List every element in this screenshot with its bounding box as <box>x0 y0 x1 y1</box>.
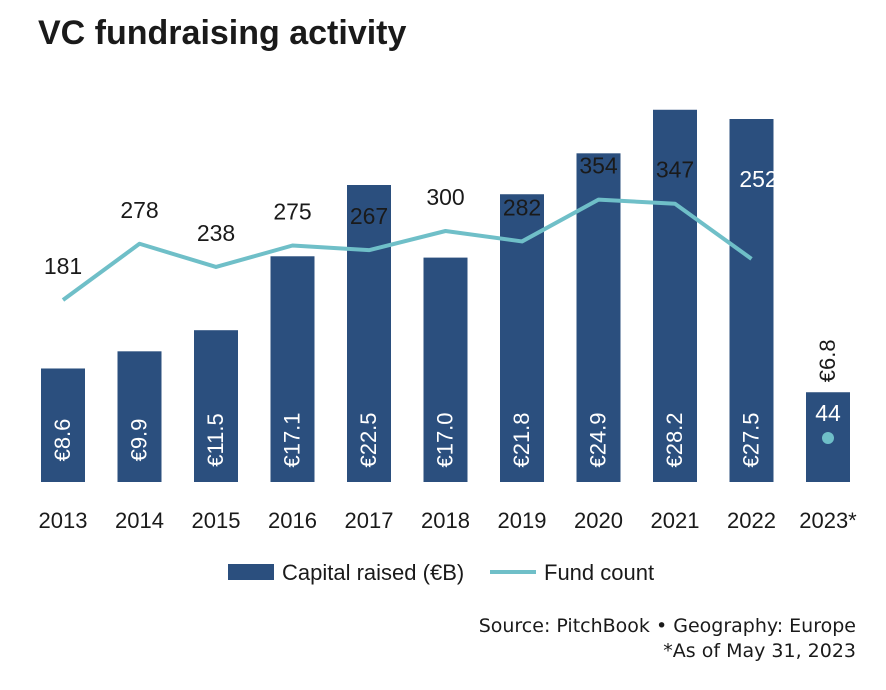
x-tick-2014: 2014 <box>115 508 164 533</box>
bar-label-2017: €22.5 <box>356 412 381 467</box>
fund-count-label-2022: 252 <box>739 166 777 192</box>
chart-title: VC fundraising activity <box>38 14 407 52</box>
bar-label-2023*: €6.8 <box>815 339 840 382</box>
bar-2021 <box>653 109 697 482</box>
x-tick-2016: 2016 <box>268 508 317 533</box>
bar-label-2021: €28.2 <box>662 412 687 467</box>
bar-label-2022: €27.5 <box>739 412 764 467</box>
x-tick-2022: 2022 <box>727 508 776 533</box>
bar-label-2019: €21.8 <box>509 412 534 467</box>
legend-label-fund-count: Fund count <box>544 560 654 585</box>
bar-label-2020: €24.9 <box>586 412 611 467</box>
x-tick-2013: 2013 <box>39 508 88 533</box>
bar-label-2014: €9.9 <box>127 419 152 462</box>
fund-count-point-2023 <box>822 432 834 444</box>
bar-label-2018: €17.0 <box>433 412 458 467</box>
fund-count-label-2016: 275 <box>273 199 311 225</box>
source-note: Source: PitchBook • Geography: Europe *A… <box>479 614 856 664</box>
x-tick-2018: 2018 <box>421 508 470 533</box>
bar-2022 <box>729 119 774 482</box>
x-tick-2019: 2019 <box>498 508 547 533</box>
x-tick-2021: 2021 <box>651 508 700 533</box>
bar-label-2015: €11.5 <box>203 413 228 466</box>
chart-canvas: €8.6 €9.9 €11.5 €17.1 €22.5 €17.0 €21.8 €24.9 €2… <box>39 109 857 585</box>
fund-count-label-2014: 278 <box>120 197 158 223</box>
bar-label-2013: €8.6 <box>50 419 75 462</box>
fund-count-line <box>61 197 753 302</box>
fund-count-label-2020: 354 <box>579 153 618 179</box>
fund-count-label-2018: 300 <box>426 184 464 210</box>
x-tick-2015: 2015 <box>192 508 241 533</box>
fund-count-label-2023*: 44 <box>815 400 841 426</box>
fund-count-label-2019: 282 <box>503 194 541 220</box>
legend-swatch-capital <box>228 564 274 580</box>
bar-2017 <box>347 185 391 482</box>
bar-label-2016: €17.1 <box>280 412 305 467</box>
legend-label-capital: Capital raised (€B) <box>282 560 464 585</box>
bar-2015 <box>194 330 238 482</box>
x-tick-2020: 2020 <box>574 508 623 533</box>
fund-count-label-2013: 181 <box>44 253 82 279</box>
bar-2014 <box>117 351 162 482</box>
bar-2016 <box>270 256 315 482</box>
footnote-line: *As of May 31, 2023 <box>663 640 856 662</box>
fund-count-label-2017: 267 <box>350 203 388 229</box>
bar-2018 <box>423 257 468 482</box>
fund-count-label-2021: 347 <box>656 157 694 183</box>
x-tick-2017: 2017 <box>345 508 394 533</box>
x-tick-2023*: 2023* <box>799 508 857 533</box>
source-line: Source: PitchBook • Geography: Europe <box>478 615 856 637</box>
fund-count-label-2015: 238 <box>197 220 235 246</box>
bar-2013 <box>41 368 85 482</box>
